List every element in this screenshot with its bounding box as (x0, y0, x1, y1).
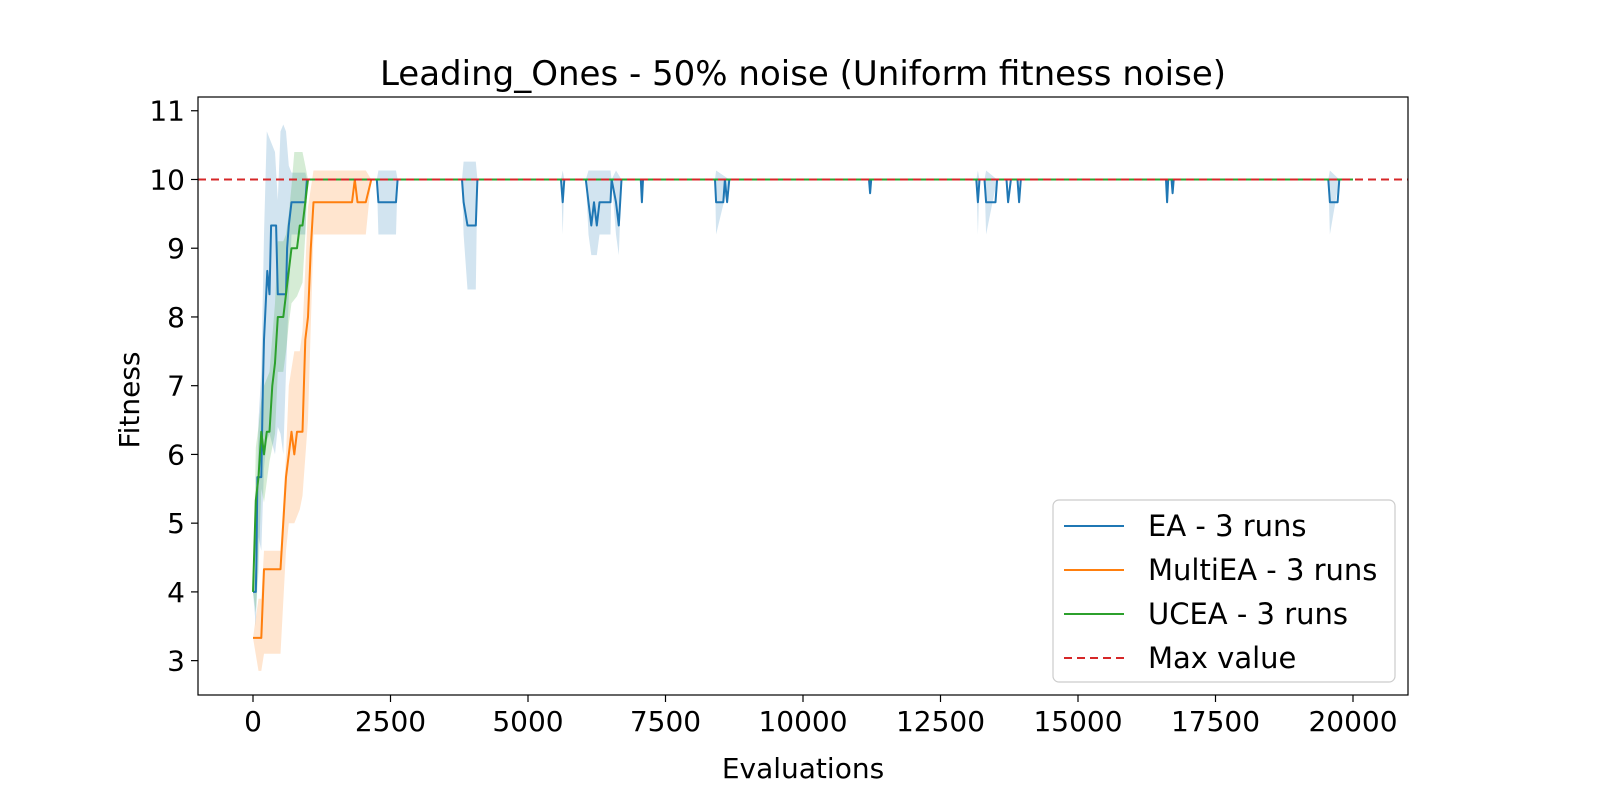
x-tick-label: 20000 (1308, 705, 1397, 738)
y-tick-label: 10 (149, 163, 185, 196)
x-tick-label: 15000 (1033, 705, 1122, 738)
legend-label-0: EA - 3 runs (1148, 509, 1307, 543)
x-tick-label: 10000 (758, 705, 847, 738)
line-series-0 (253, 178, 1353, 593)
y-tick-label: 3 (167, 645, 185, 678)
x-tick-label: 2500 (355, 705, 426, 738)
y-axis-title: Fitness (113, 352, 146, 449)
legend-label-3: Max value (1148, 641, 1296, 675)
line-series-2 (252, 178, 1353, 592)
confidence-bands (253, 124, 1353, 671)
y-tick-label: 9 (167, 232, 185, 265)
series-lines (252, 178, 1353, 639)
legend-label-1: MultiEA - 3 runs (1148, 553, 1377, 587)
y-tick-label: 4 (167, 576, 185, 609)
chart-title: Leading_Ones - 50% noise (Uniform fitnes… (380, 54, 1226, 94)
x-tick-label: 17500 (1171, 705, 1260, 738)
legend-label-2: UCEA - 3 runs (1148, 597, 1348, 631)
y-tick-label: 8 (167, 301, 185, 334)
x-axis-title: Evaluations (722, 752, 884, 785)
x-tick-label: 5000 (492, 705, 563, 738)
y-tick-label: 5 (167, 507, 185, 540)
y-tick-label: 7 (167, 370, 185, 403)
legend-box (1052, 499, 1396, 683)
line-series-1 (253, 178, 1353, 639)
x-tick-label: 0 (244, 705, 262, 738)
x-axis: 0 2500 5000 7500 10000 12500 15000 17500 20000 (244, 695, 1398, 738)
y-axis: 3 4 5 6 7 8 9 10 11 (149, 95, 198, 678)
y-tick-label: 6 (167, 438, 185, 471)
y-tick-label: 11 (149, 95, 185, 128)
x-tick-label: 7500 (630, 705, 701, 738)
legend: EA - 3 runs MultiEA - 3 runs UCEA - 3 runs… (1052, 499, 1396, 683)
x-tick-label: 12500 (896, 705, 985, 738)
band-series-1 (253, 170, 1353, 671)
